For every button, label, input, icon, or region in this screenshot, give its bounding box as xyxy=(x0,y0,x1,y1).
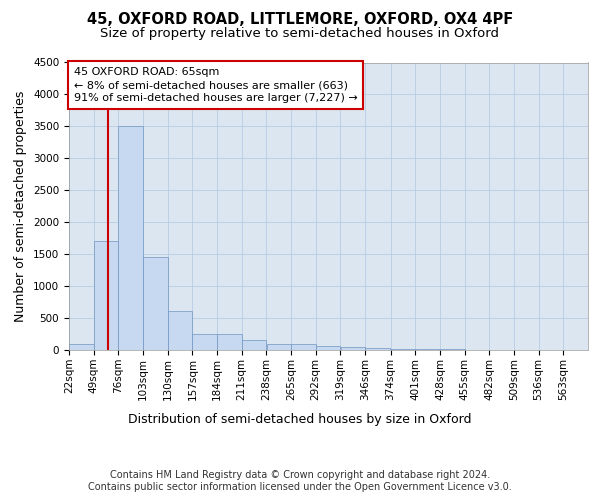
Bar xyxy=(365,348,389,350)
Bar xyxy=(291,344,316,350)
Bar xyxy=(193,334,217,350)
Text: Contains HM Land Registry data © Crown copyright and database right 2024.: Contains HM Land Registry data © Crown c… xyxy=(110,470,490,480)
Bar xyxy=(316,346,340,350)
Text: Size of property relative to semi-detached houses in Oxford: Size of property relative to semi-detach… xyxy=(101,28,499,40)
Text: Distribution of semi-detached houses by size in Oxford: Distribution of semi-detached houses by … xyxy=(128,412,472,426)
Bar xyxy=(217,334,242,350)
Text: 45 OXFORD ROAD: 65sqm
← 8% of semi-detached houses are smaller (663)
91% of semi: 45 OXFORD ROAD: 65sqm ← 8% of semi-detac… xyxy=(74,67,358,104)
Y-axis label: Number of semi-detached properties: Number of semi-detached properties xyxy=(14,90,28,322)
Bar xyxy=(69,344,94,350)
Bar xyxy=(94,242,118,350)
Bar xyxy=(341,347,365,350)
Text: 45, OXFORD ROAD, LITTLEMORE, OXFORD, OX4 4PF: 45, OXFORD ROAD, LITTLEMORE, OXFORD, OX4… xyxy=(87,12,513,28)
Bar xyxy=(266,344,291,350)
Bar xyxy=(143,258,167,350)
Bar xyxy=(391,348,415,350)
Bar xyxy=(168,311,192,350)
Bar xyxy=(118,126,143,350)
Text: Contains public sector information licensed under the Open Government Licence v3: Contains public sector information licen… xyxy=(88,482,512,492)
Bar xyxy=(242,340,266,350)
